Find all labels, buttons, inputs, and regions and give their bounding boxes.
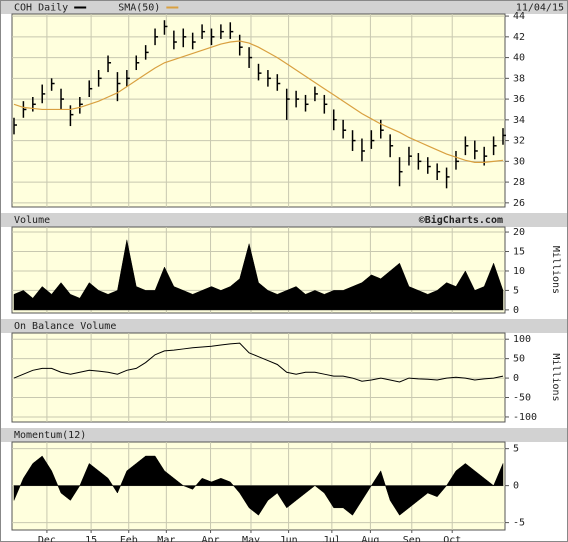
y-tick-label: 32 xyxy=(513,136,525,147)
sma-line xyxy=(13,40,504,163)
y-tick-label: 20 xyxy=(513,227,525,238)
panel-header xyxy=(1,319,567,333)
y-axis-label: Millions xyxy=(550,353,561,401)
y-tick-label: 36 xyxy=(513,94,525,105)
y-tick-label: 0 xyxy=(513,373,519,384)
plot-area xyxy=(11,13,506,208)
y-tick-label: 30 xyxy=(513,156,525,167)
x-tick-label: Jul xyxy=(323,535,341,542)
y-tick-label: 0 xyxy=(513,305,519,316)
x-tick-label: Sep xyxy=(403,535,421,542)
panel-title: On Balance Volume xyxy=(14,321,116,332)
panel-title: Volume xyxy=(14,215,50,226)
y-tick-label: 5 xyxy=(513,285,519,296)
plot-area xyxy=(11,332,506,423)
panel-header xyxy=(1,428,567,442)
x-tick-label: Feb xyxy=(120,535,138,542)
x-tick-label: Dec xyxy=(38,535,56,542)
y-tick-label: 44 xyxy=(513,11,525,22)
x-tick-label: May xyxy=(242,535,260,542)
y-tick-label: 40 xyxy=(513,53,525,64)
legend-label: SMA(50) xyxy=(118,3,160,14)
panel-header xyxy=(1,213,567,227)
x-tick-label: Mar xyxy=(157,535,175,542)
panel-header xyxy=(1,1,567,14)
area xyxy=(13,239,504,311)
y-tick-label: 38 xyxy=(513,73,525,84)
date-label: 11/04/15 xyxy=(516,3,564,14)
y-tick-label: 50 xyxy=(513,354,525,365)
legend-label: COH Daily xyxy=(14,3,68,14)
y-tick-label: 28 xyxy=(513,177,525,188)
x-tick-label: Aug xyxy=(361,535,379,542)
area xyxy=(13,455,504,516)
y-tick-label: 26 xyxy=(513,198,525,209)
y-tick-label: -5 xyxy=(513,518,525,529)
y-tick-label: 100 xyxy=(513,334,531,345)
y-tick-label: 5 xyxy=(513,444,519,455)
y-tick-label: 42 xyxy=(513,32,525,43)
x-tick-label: 15 xyxy=(85,535,97,542)
x-tick-label: Apr xyxy=(202,535,220,542)
x-tick-label: Jun xyxy=(280,535,298,542)
y-tick-label: 34 xyxy=(513,115,525,126)
y-tick-label: 10 xyxy=(513,266,525,277)
y-tick-label: 15 xyxy=(513,247,525,258)
y-axis-label: Millions xyxy=(550,246,561,294)
line xyxy=(13,342,504,383)
source-label: ©BigCharts.com xyxy=(419,214,503,226)
panel-title: Momentum(12) xyxy=(14,430,86,441)
y-tick-label: -50 xyxy=(513,393,531,404)
y-tick-label: -100 xyxy=(513,412,537,423)
x-tick-label: Oct xyxy=(443,535,461,542)
y-tick-label: 0 xyxy=(513,481,519,492)
